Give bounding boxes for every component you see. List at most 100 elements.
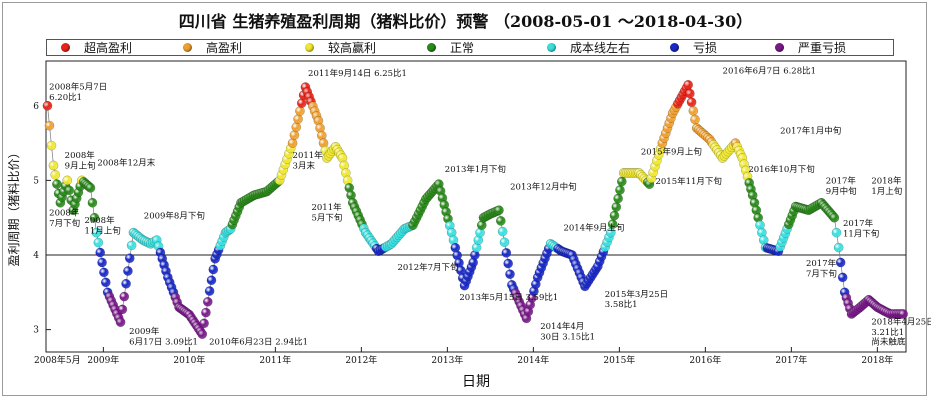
x-tick-label: 2014年	[517, 354, 549, 366]
chart-title: 四川省 生猪养殖盈利周期（猪料比价）预警 （2008-05-01 ～2018-0…	[178, 12, 753, 31]
legend-item-moderate: 较高赢利	[305, 40, 376, 55]
data-point	[123, 266, 133, 276]
legend-dot-icon	[183, 43, 192, 52]
annotation-label: 2008年	[84, 215, 115, 226]
data-point	[42, 100, 53, 111]
annotation-label: 2008年	[49, 207, 80, 218]
data-point	[295, 106, 305, 116]
data-point	[62, 175, 73, 186]
annotation-label: 6月17日 3.09比1	[129, 337, 198, 348]
y-tick-label: 3	[33, 326, 39, 336]
data-point	[291, 122, 302, 132]
annotation-label: 2009年8月下旬	[144, 210, 205, 221]
data-point	[831, 227, 842, 238]
data-point	[52, 179, 62, 189]
annotation-label: 7月下旬	[49, 218, 80, 229]
chart-frame	[2, 2, 927, 396]
data-point	[615, 185, 625, 195]
annotation-label: 2017年	[826, 175, 857, 186]
data-point	[119, 291, 130, 302]
data-point	[609, 210, 620, 221]
annotation-label: 2014年9月上旬	[563, 222, 624, 233]
annotation-label: 2008年12月末	[97, 157, 155, 168]
annotation-label: 2017年	[806, 258, 837, 269]
data-point	[97, 257, 107, 268]
legend-dot-icon	[547, 43, 556, 52]
x-tick-label: 2011年	[259, 354, 291, 366]
legend-label: 严重亏损	[798, 41, 847, 55]
data-point	[683, 80, 694, 90]
data-point	[829, 212, 840, 223]
annotation-label: 7月下旬	[806, 269, 837, 280]
data-point	[117, 304, 128, 315]
data-point	[287, 138, 298, 148]
legend-item-normal: 正常	[427, 40, 474, 55]
x-tick-label: 2012年	[345, 354, 377, 366]
legend-label: 较高赢利	[328, 41, 377, 55]
annotation-label: 2016年10月下旬	[748, 164, 814, 175]
data-point	[50, 169, 61, 180]
data-point	[495, 216, 506, 226]
annotation-label: 2013年1月下旬	[445, 164, 506, 175]
data-point	[494, 205, 504, 216]
data-point	[616, 176, 627, 187]
data-point	[64, 185, 75, 196]
annotation-label: 2012年7月下旬	[397, 262, 458, 273]
data-point	[126, 240, 137, 251]
legend-dot-icon	[775, 43, 784, 52]
data-point	[124, 253, 135, 264]
data-point	[501, 248, 512, 258]
data-point	[48, 160, 59, 171]
legend-label: 正常	[450, 41, 475, 55]
annotation-label: 2016年6月7日 6.28比1	[723, 66, 816, 77]
data-point	[46, 140, 57, 151]
annotation-label: 1月上旬	[871, 186, 902, 197]
data-point	[89, 212, 100, 223]
data-point	[833, 242, 844, 253]
annotation-label: 9月上旬	[65, 160, 96, 171]
data-point	[204, 286, 215, 296]
annotation-label: 30日 3.15比1	[540, 331, 595, 342]
data-point	[99, 267, 109, 278]
annotation-label: 2017年1月中旬	[780, 125, 841, 136]
annotation-label: 6.20比1	[49, 92, 82, 103]
data-point	[201, 307, 211, 318]
data-point	[613, 193, 623, 204]
annotation-label: 2008年5月7日	[49, 81, 107, 92]
data-point	[686, 97, 697, 108]
data-point	[296, 98, 307, 108]
annotation-label: 2009年	[129, 326, 160, 337]
y-tick-label: 6	[33, 102, 39, 112]
data-point	[91, 227, 102, 238]
legend: 超高盈利 高盈利 较高赢利 正常 成本线左右 亏损 严重亏损	[46, 39, 894, 56]
data-point	[93, 237, 104, 248]
data-point	[121, 278, 131, 289]
legend-dot-icon	[427, 43, 436, 52]
annotation-label: 9月中旬	[826, 186, 857, 197]
legend-item-high: 高盈利	[183, 40, 242, 55]
annotation-label: 2015年9月上旬	[641, 146, 702, 157]
annotation-label: 2014年4月	[540, 321, 584, 332]
data-point	[115, 317, 126, 328]
annotation-label: 3月末	[293, 160, 316, 171]
y-tick-label: 5	[33, 176, 39, 186]
data-point	[898, 309, 909, 319]
data-point	[611, 202, 622, 212]
x-tick-label: 2013年	[431, 354, 463, 366]
annotation-label: 2010年6月23日 2.94比1	[209, 337, 308, 348]
data-point	[685, 88, 695, 99]
data-point	[499, 237, 510, 248]
x-tick-label: 2010年	[173, 354, 205, 366]
annotation-label: 3.21比1	[871, 327, 904, 338]
x-tick-label: 2009年	[87, 354, 119, 366]
plot-area	[45, 60, 907, 353]
data-point	[835, 257, 846, 268]
annotation-label: 2011年	[311, 202, 342, 213]
data-point	[95, 247, 106, 258]
data-point	[688, 105, 699, 116]
legend-item-breakeven: 成本线左右	[547, 40, 630, 55]
data-point	[289, 130, 300, 140]
annotation-label: 11月下旬	[843, 228, 879, 239]
annotation-label: 尚未触底	[871, 337, 906, 348]
legend-item-superhigh: 超高盈利	[61, 40, 132, 55]
